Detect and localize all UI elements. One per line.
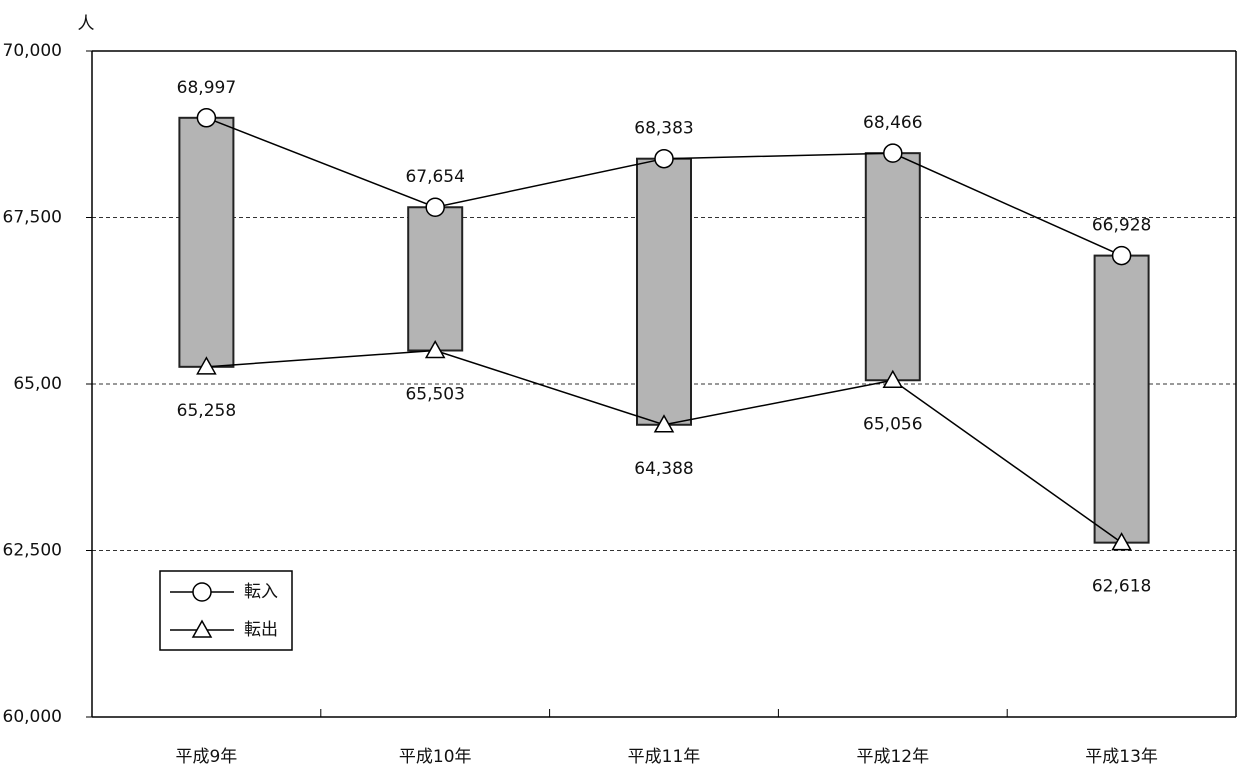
- legend-label: 転入: [244, 582, 278, 602]
- y-unit: 人: [78, 14, 95, 34]
- marker: [882, 369, 904, 389]
- legend-marker: [192, 582, 212, 602]
- high-low-bar: [636, 157, 692, 426]
- marker: [424, 339, 446, 359]
- data-label: 62,618: [1092, 577, 1151, 597]
- x-tick-label: 平成13年: [1085, 747, 1158, 767]
- marker: [1111, 245, 1132, 266]
- data-label: 67,654: [405, 167, 464, 187]
- legend-label: 転出: [244, 620, 278, 640]
- data-label: 64,388: [634, 459, 693, 479]
- data-label: 65,056: [863, 414, 922, 434]
- x-tick-label: 平成9年: [175, 747, 237, 767]
- marker: [425, 197, 445, 217]
- marker: [1111, 532, 1132, 551]
- marker: [883, 143, 903, 163]
- high-low-bar: [407, 206, 464, 352]
- legend-marker: [191, 619, 213, 638]
- high-low-bar: [178, 116, 235, 368]
- marker: [196, 108, 217, 128]
- y-tick-label: 60,000: [3, 707, 62, 727]
- legend-box: [159, 570, 293, 651]
- y-tick-label: 67,500: [3, 208, 62, 228]
- y-tick-label: 62,500: [3, 541, 62, 561]
- data-label: 68,383: [634, 119, 693, 139]
- marker: [196, 356, 217, 375]
- y-tick-label: 65,00: [13, 374, 62, 394]
- x-tick-label: 平成12年: [856, 747, 929, 767]
- x-tick-label: 平成11年: [628, 747, 701, 767]
- data-label: 65,258: [177, 401, 236, 421]
- high-low-bar: [864, 152, 921, 382]
- marker: [654, 148, 674, 169]
- data-label: 65,503: [405, 385, 464, 405]
- data-label: 68,997: [177, 78, 236, 98]
- marker: [653, 414, 675, 433]
- data-label: 66,928: [1092, 216, 1151, 236]
- data-label: 68,466: [863, 113, 922, 133]
- y-tick-label: 70,000: [3, 41, 62, 61]
- high-low-bar: [1093, 254, 1150, 544]
- x-tick-label: 平成10年: [399, 747, 472, 767]
